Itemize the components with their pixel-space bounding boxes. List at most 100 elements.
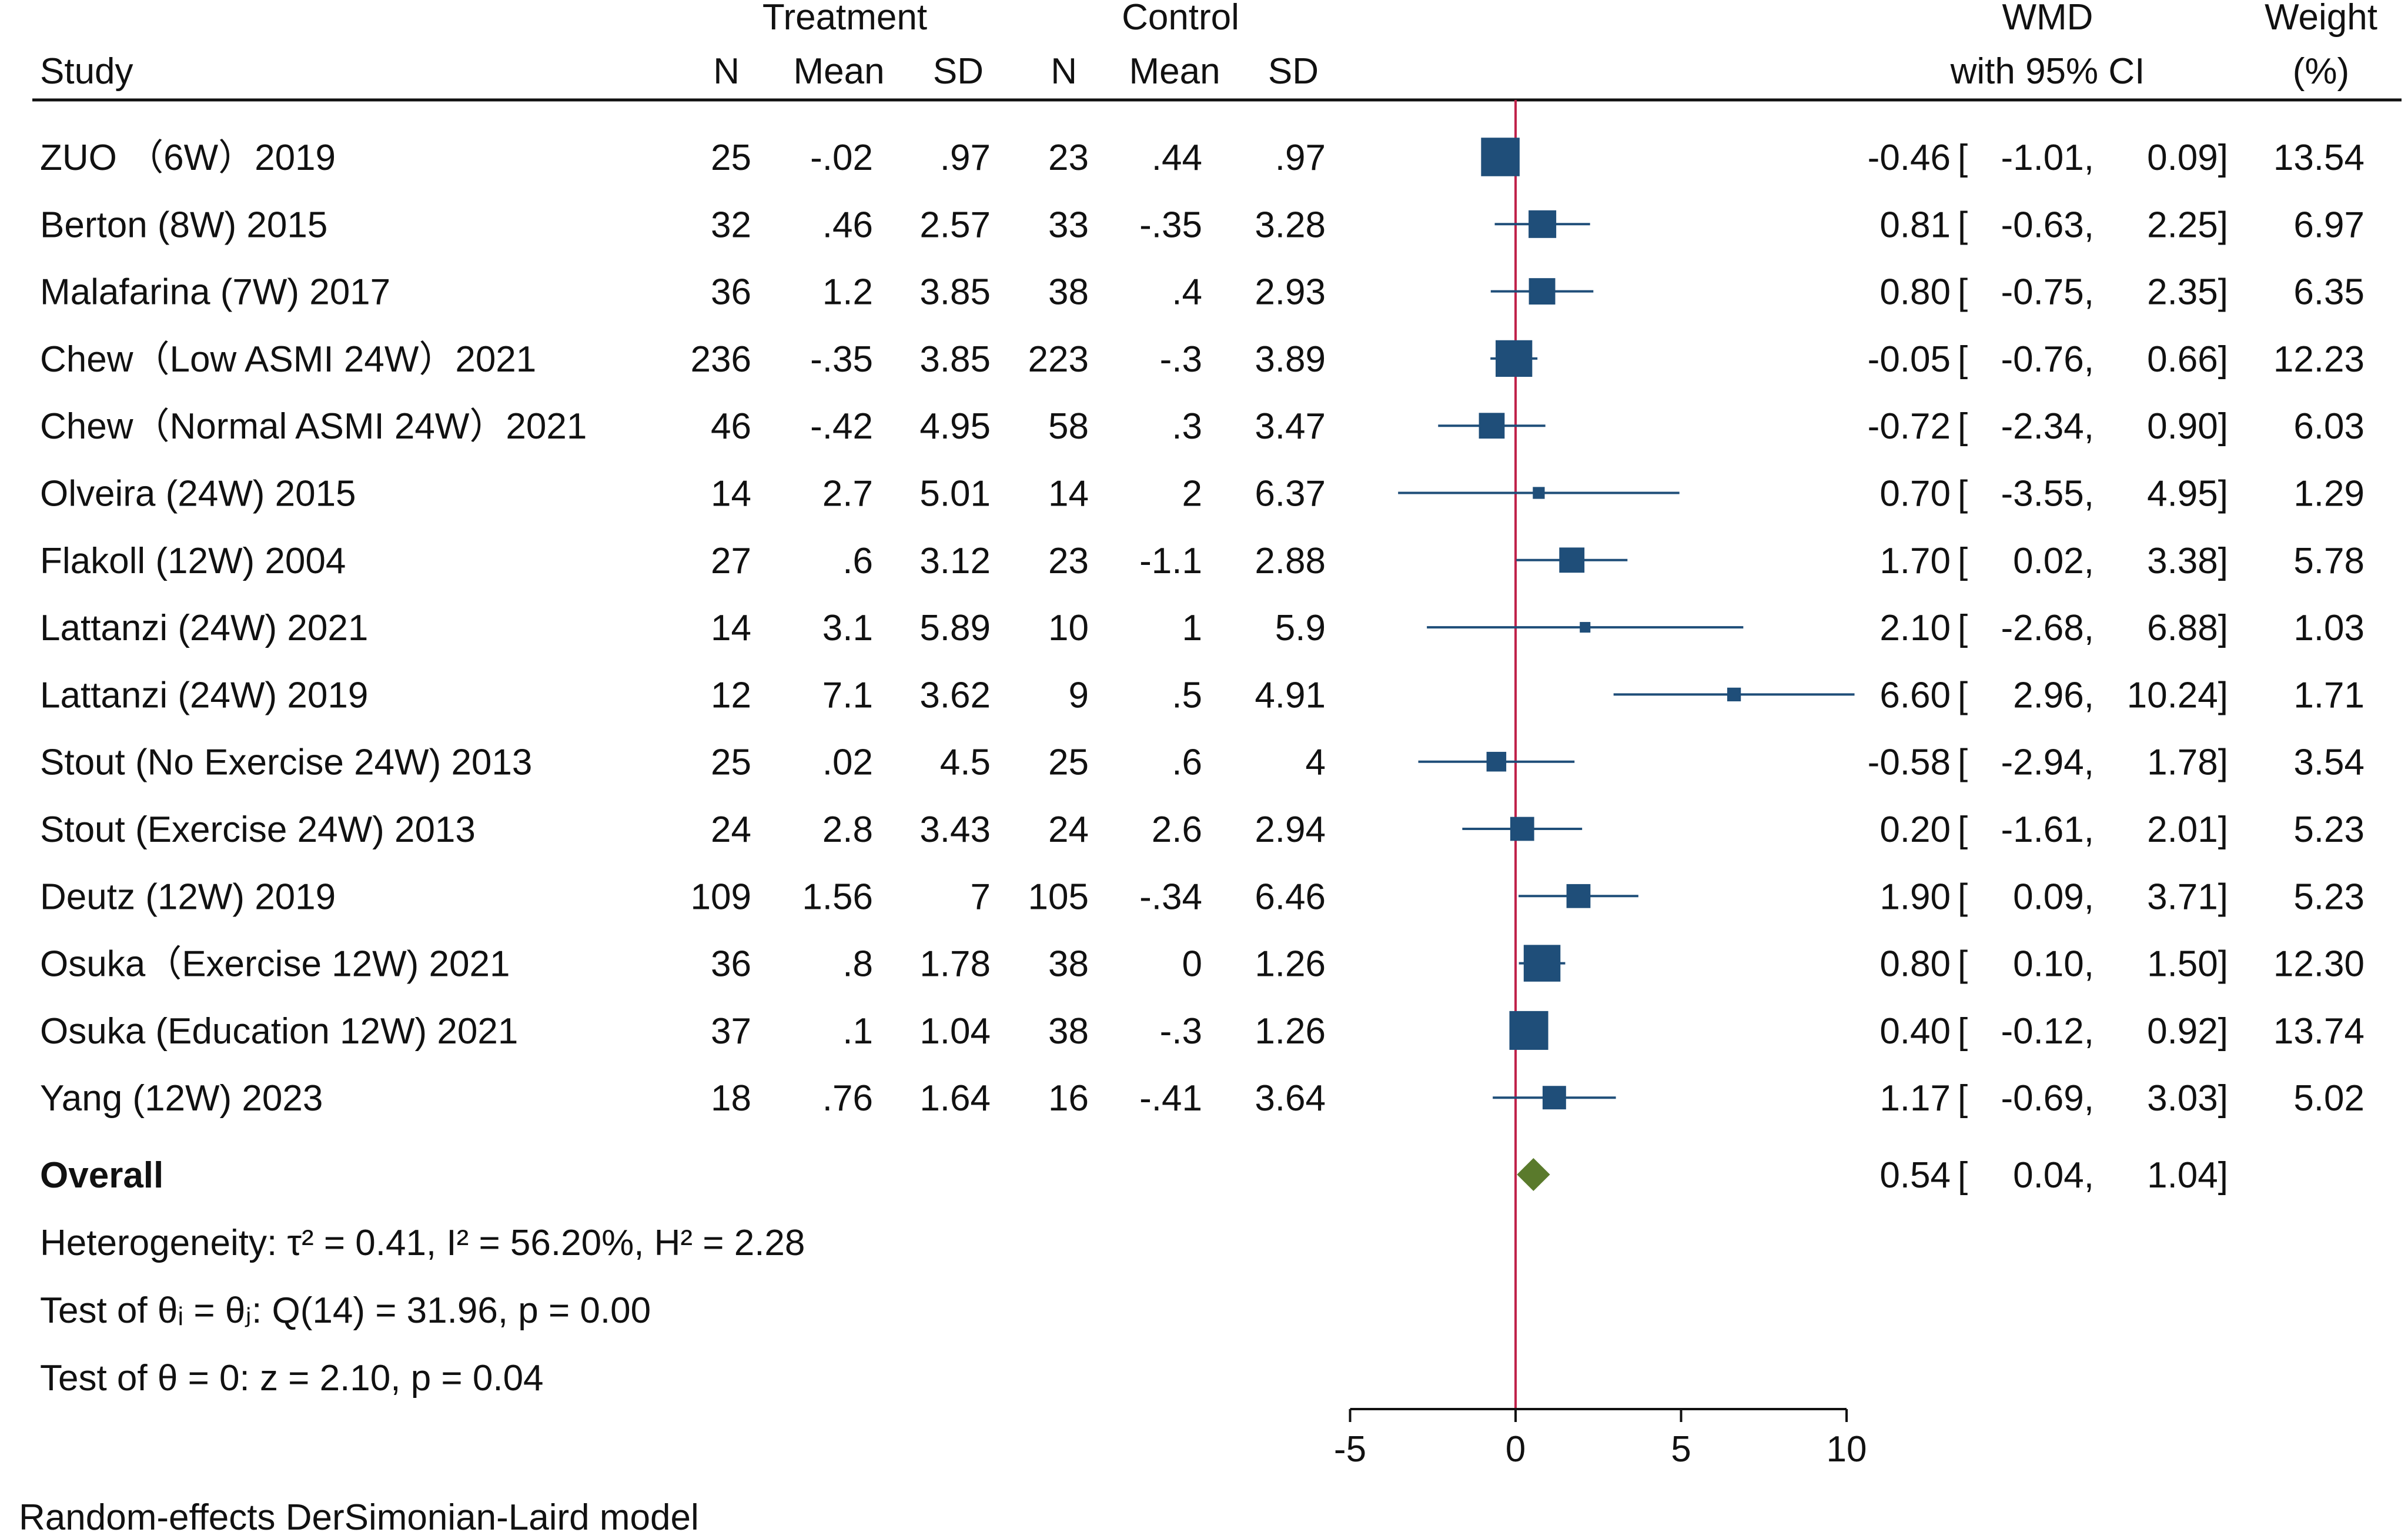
study-square (1481, 138, 1520, 176)
treatment-n: 36 (711, 272, 751, 313)
control-mean: -.35 (1139, 205, 1202, 245)
header-control-mean: Mean (1129, 51, 1220, 92)
control-n: 24 (1048, 809, 1089, 850)
ci-upper: 2.35] (2147, 272, 2228, 313)
ci-bracket: [ (1958, 809, 1968, 850)
study-square (1523, 945, 1561, 982)
control-mean: -.41 (1139, 1078, 1202, 1119)
study-label: Olveira (24W) 2015 (40, 474, 356, 514)
treatment-n: 32 (711, 205, 751, 245)
ci-bracket: [ (1958, 675, 1968, 715)
treatment-mean: 2.8 (822, 809, 873, 850)
control-sd: 2.94 (1255, 809, 1326, 850)
treatment-n: 46 (711, 406, 751, 447)
control-n: 25 (1048, 742, 1089, 783)
weight-value: 6.03 (2293, 406, 2364, 447)
study-label: Chew（Low ASMI 24W）2021 (40, 339, 536, 380)
study-square (1566, 884, 1591, 908)
wmd-estimate: 1.70 (1879, 541, 1951, 581)
x-axis: -5 0 5 10 (1334, 1408, 1867, 1470)
overall-bracket: [ (1958, 1155, 1968, 1196)
wmd-estimate: -0.72 (1868, 406, 1951, 447)
ci-bracket: [ (1958, 339, 1968, 380)
study-square (1529, 278, 1556, 305)
control-sd: 2.88 (1255, 541, 1326, 581)
control-mean: -.34 (1139, 876, 1202, 917)
treatment-mean: .46 (822, 205, 873, 245)
treatment-n: 24 (711, 809, 751, 850)
weight-value: 13.74 (2273, 1011, 2364, 1052)
control-sd: 4 (1306, 742, 1326, 783)
study-square (1510, 817, 1534, 841)
ci-lower: -2.94, (2001, 742, 2094, 783)
overall-estimate: 0.54 (1879, 1155, 1951, 1196)
control-mean: -1.1 (1139, 541, 1202, 581)
treatment-mean: .02 (822, 742, 873, 783)
header-control-n: N (1051, 51, 1077, 92)
study-label: Malafarina (7W) 2017 (40, 272, 390, 313)
weight-value: 1.29 (2293, 474, 2364, 514)
study-label: Deutz (12W) 2019 (40, 876, 336, 917)
ci-bracket: [ (1958, 1011, 1968, 1052)
treatment-n: 25 (711, 138, 751, 178)
ci-lower: -2.68, (2001, 608, 2094, 648)
control-sd: 1.26 (1255, 1011, 1326, 1052)
treatment-n: 18 (711, 1078, 751, 1119)
header-treatment-n: N (713, 51, 740, 92)
study-row: Berton (8W) 2015 32 .46 2.57 33 -.35 3.28 0.81[… (40, 205, 2364, 245)
header-study: Study (40, 51, 133, 92)
ci-bracket: [ (1958, 272, 1968, 313)
ci-upper: 4.95] (2147, 474, 2228, 514)
study-row: Olveira (24W) 2015 14 2.7 5.01 14 2 6.37 0.70[-… (40, 474, 2364, 514)
control-n: 10 (1048, 608, 1089, 648)
treatment-mean: .8 (842, 944, 873, 985)
weight-value: 5.23 (2293, 876, 2364, 917)
control-sd: 4.91 (1255, 675, 1326, 715)
control-n: 38 (1048, 944, 1089, 985)
heterogeneity-text: Heterogeneity: τ² = 0.41, I² = 56.20%, H… (40, 1223, 805, 1263)
study-label: ZUO （6W）2019 (40, 138, 336, 178)
control-mean: 0 (1182, 944, 1202, 985)
wmd-estimate: 0.80 (1879, 944, 1951, 985)
ci-upper: 0.66] (2147, 339, 2228, 380)
control-sd: 3.64 (1255, 1078, 1326, 1119)
ci-lower: -1.61, (2001, 809, 2094, 850)
treatment-mean: -.35 (810, 339, 873, 380)
control-sd: 1.26 (1255, 944, 1326, 985)
treatment-sd: .97 (940, 138, 991, 178)
study-row: Flakoll (12W) 2004 27 .6 3.12 23 -1.1 2.88 1.70… (40, 541, 2364, 581)
header-control-sd: SD (1268, 51, 1319, 92)
control-mean: 2.6 (1152, 809, 1202, 850)
control-n: 223 (1028, 339, 1089, 380)
treatment-n: 14 (711, 608, 751, 648)
statistics-block: Heterogeneity: τ² = 0.41, I² = 56.20%, H… (40, 1223, 805, 1399)
ci-bracket: [ (1958, 944, 1968, 985)
header-treatment: Treatment (762, 0, 927, 38)
control-mean: .3 (1172, 406, 1202, 447)
ci-upper: 0.09] (2147, 138, 2228, 178)
study-row: Osuka（Exercise 12W) 2021 36 .8 1.78 38 0 1.26 0… (40, 944, 2364, 985)
study-label: Lattanzi (24W) 2019 (40, 675, 368, 715)
treatment-mean: 1.56 (802, 876, 873, 917)
weight-value: 3.54 (2293, 742, 2364, 783)
ci-lower: 2.96, (2013, 675, 2094, 715)
treatment-mean: .1 (842, 1011, 873, 1052)
study-row: Lattanzi (24W) 2021 14 3.1 5.89 10 1 5.9 2.10[-… (40, 608, 2364, 648)
ci-bracket: [ (1958, 1078, 1968, 1119)
study-label: Osuka（Exercise 12W) 2021 (40, 944, 510, 985)
x-tick-label: 5 (1671, 1429, 1691, 1470)
ci-upper: 0.90] (2147, 406, 2228, 447)
control-n: 105 (1028, 876, 1089, 917)
header-control: Control (1122, 0, 1239, 38)
treatment-mean: 1.2 (822, 272, 873, 313)
study-square (1529, 210, 1557, 238)
control-sd: 3.89 (1255, 339, 1326, 380)
wmd-estimate: 0.80 (1879, 272, 1951, 313)
test-theta-zero-text: Test of θ = 0: z = 2.10, p = 0.04 (40, 1358, 544, 1399)
ci-lower: -1.01, (2001, 138, 2094, 178)
study-row: Yang (12W) 2023 18 .76 1.64 16 -.41 3.64 1.17[-… (40, 1078, 2364, 1119)
study-square (1533, 487, 1545, 499)
study-square (1580, 622, 1591, 633)
wmd-estimate: 1.90 (1879, 876, 1951, 917)
